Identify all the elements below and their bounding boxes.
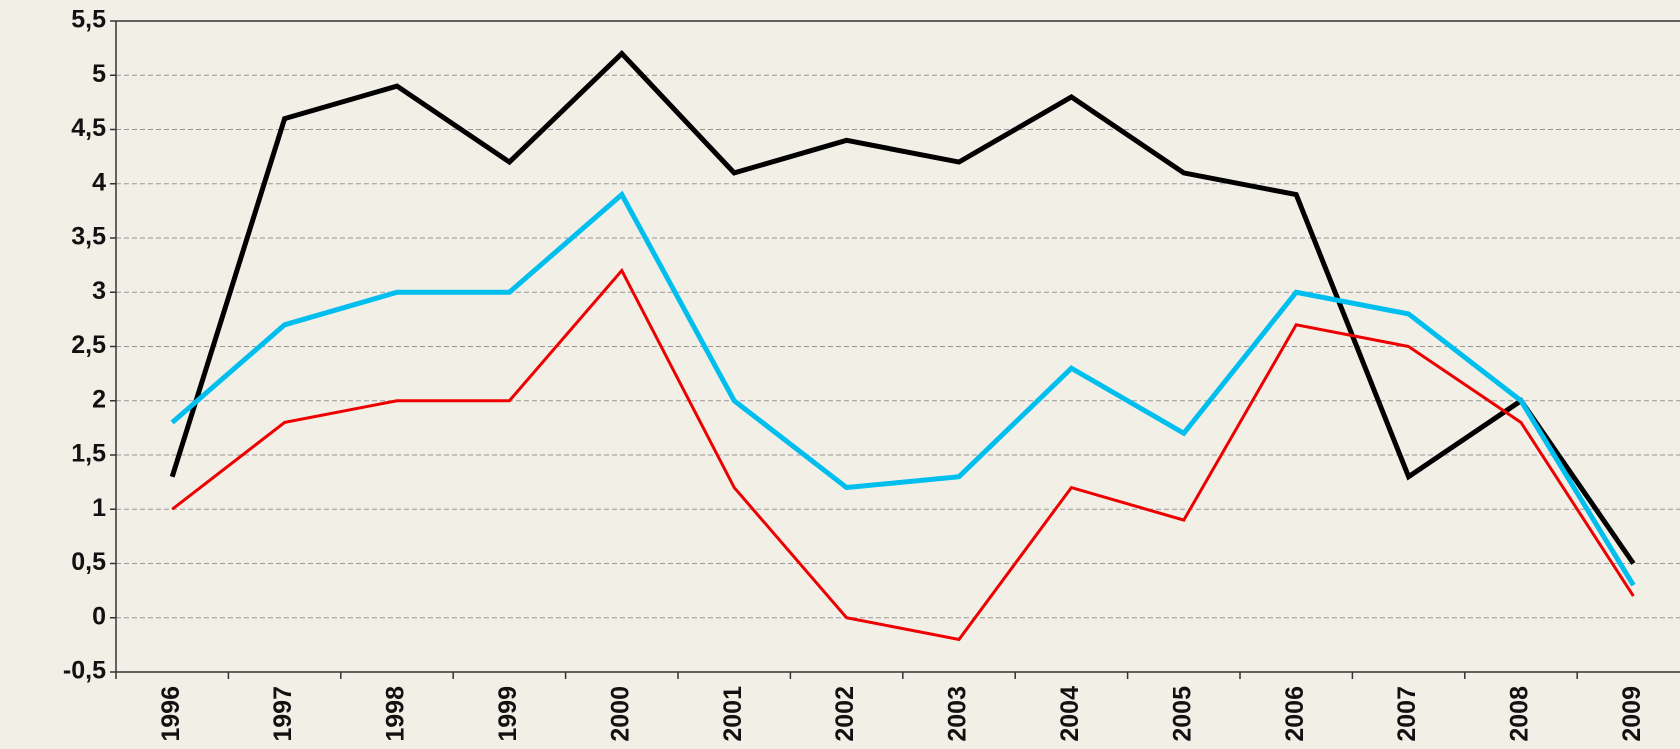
- x-tick-label: 2006: [1281, 686, 1309, 742]
- y-tick-label: 5,5: [71, 6, 106, 34]
- y-tick-label: 2,5: [71, 331, 106, 359]
- x-tick-label: 1999: [494, 686, 522, 742]
- y-tick-label: 0: [92, 602, 106, 630]
- y-tick-label: 4: [92, 168, 106, 196]
- x-tick-label: 1996: [157, 686, 185, 742]
- x-tick-label: 2002: [831, 686, 859, 742]
- y-tick-label: -0,5: [63, 657, 106, 685]
- x-tick-label: 2009: [1618, 686, 1646, 742]
- x-tick-label: 1998: [382, 686, 410, 742]
- series-line: [169, 49, 1636, 565]
- y-tick-label: 1: [92, 494, 106, 522]
- y-tick-label: 1,5: [71, 440, 106, 468]
- y-tick-label: 2: [92, 385, 106, 413]
- series-line: [170, 190, 1636, 587]
- x-tick-label: 2001: [719, 686, 747, 742]
- x-tick-label: 2007: [1393, 686, 1421, 742]
- y-tick-label: 3: [92, 277, 106, 305]
- series-line: [171, 267, 1635, 642]
- y-tick-label: 0,5: [71, 548, 106, 576]
- y-tick-label: 4,5: [71, 114, 106, 142]
- y-tick-label: 3,5: [71, 223, 106, 251]
- x-tick-label: 2004: [1056, 686, 1084, 742]
- x-tick-label: 2000: [606, 686, 634, 742]
- x-tick-label: 2003: [944, 686, 972, 742]
- x-tick-label: 2005: [1168, 686, 1196, 742]
- x-tick-label: 2008: [1506, 686, 1534, 742]
- y-tick-label: 5: [92, 60, 106, 88]
- x-tick-label: 1997: [269, 686, 297, 742]
